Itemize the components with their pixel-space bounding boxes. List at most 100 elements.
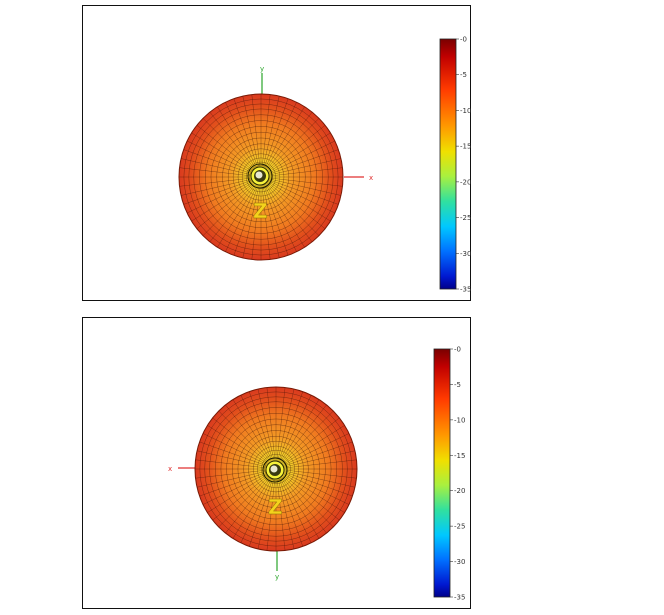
mesh-spoke [225, 102, 258, 170]
mesh-spoke [262, 96, 280, 169]
mesh-spoke [267, 132, 331, 173]
mesh-spoke [262, 185, 280, 258]
mesh-spoke [268, 158, 341, 176]
mesh-spoke [196, 450, 269, 468]
colorbar-tick-label: -15 [460, 143, 471, 151]
mesh-spoke [225, 184, 258, 252]
colorbar-tick-label: -30 [454, 558, 465, 566]
mesh-spoke [283, 471, 353, 497]
colorbar-tick-label: -0 [454, 346, 461, 354]
colorbar-tick-label: -5 [460, 71, 467, 79]
mesh-spoke [251, 185, 261, 260]
mesh-spoke [218, 410, 271, 464]
mesh-spoke [284, 469, 357, 479]
colorbar-tick-label: -25 [454, 523, 465, 531]
mesh-spoke [283, 450, 356, 468]
mesh-spoke [207, 425, 270, 465]
mesh-spoke [257, 389, 275, 462]
mesh-spoke [281, 474, 334, 528]
mesh-spoke [251, 94, 261, 169]
z-axis-label: Z [268, 495, 283, 519]
colorbar-tick-label: -30 [460, 250, 471, 258]
mesh-spoke [277, 476, 295, 549]
mesh-spoke [199, 441, 269, 467]
mesh-spoke [280, 475, 320, 539]
mesh-spoke [268, 140, 335, 174]
colorbar-tick-label: -35 [454, 594, 465, 602]
mesh-spoke [217, 183, 257, 248]
mesh-spoke [187, 180, 254, 214]
colorbar-tick-label: -10 [460, 107, 471, 115]
colorbar-tick-label: -20 [454, 487, 465, 495]
colorbar: -0 -5 -10 -15 -20 -25 -30 -35 [433, 346, 465, 602]
pattern-plot-bottom: x y Z -0 -5 -10 -15 -20 -25 -30 -35 [168, 346, 465, 602]
mesh-spoke [279, 395, 312, 462]
mesh-spoke [280, 399, 320, 463]
colorbar-tick-label: -35 [460, 286, 471, 294]
mesh-spoke [266, 387, 276, 461]
mesh-spoke [267, 181, 331, 222]
colorbar-tick-label: -5 [454, 381, 461, 389]
mesh-spoke [179, 177, 253, 187]
mesh-spoke [209, 111, 257, 171]
mesh-spoke [283, 472, 350, 505]
mesh-spoke [218, 474, 271, 528]
mesh-spoke [196, 470, 269, 488]
mesh-spoke [266, 118, 320, 172]
mesh-spoke [268, 178, 341, 196]
mesh-spoke [183, 149, 254, 175]
mesh-spoke [240, 476, 273, 543]
colorbar-gradient [439, 38, 457, 290]
mesh-spoke [263, 98, 289, 170]
y-axis-label: y [275, 573, 279, 581]
mesh-spoke [196, 181, 255, 229]
mesh-spoke [283, 470, 356, 488]
mesh-spoke [283, 433, 350, 466]
mesh-spoke [276, 477, 286, 551]
mesh-spoke [265, 183, 305, 248]
mesh-spoke [181, 158, 254, 176]
mesh-spoke [202, 182, 256, 236]
mesh-spoke [265, 106, 305, 171]
mesh-spoke [280, 404, 327, 463]
mesh-spoke [276, 387, 286, 461]
mesh-spoke [269, 167, 343, 177]
mesh-spoke [202, 433, 269, 466]
mesh-spoke [232, 475, 272, 539]
mesh-spoke [268, 179, 339, 205]
mesh-spoke [181, 178, 254, 196]
feed-point [262, 457, 288, 483]
mesh-spoke [263, 184, 289, 256]
mesh-spoke [283, 441, 353, 467]
mesh-spoke [261, 94, 271, 169]
mesh-spoke [265, 183, 313, 243]
mesh-spoke [195, 469, 268, 479]
mesh-spoke [266, 477, 276, 551]
colorbar-tick-label: -10 [454, 416, 465, 424]
mesh-spoke [267, 181, 326, 229]
mesh-spoke [195, 459, 268, 469]
mesh-spoke [282, 417, 340, 465]
mesh-grid [179, 94, 343, 260]
colorbar-tick-label: -15 [454, 452, 465, 460]
mesh-spoke [249, 476, 274, 547]
mesh-spoke [261, 185, 271, 260]
mesh-spoke [209, 183, 257, 243]
mesh-spoke [282, 473, 340, 521]
colorbar: -0 -5 -10 -15 -20 -25 -30 -35 [439, 36, 471, 294]
mesh-spoke [267, 125, 326, 173]
mesh-spoke [233, 184, 259, 256]
mesh-spoke [278, 391, 303, 462]
mesh-spoke [233, 98, 259, 170]
radiation-sphere [194, 386, 358, 552]
mesh-spoke [191, 132, 255, 173]
mesh-spoke [212, 417, 270, 465]
pattern-plot-top: y x Z -0 -5 -10 -15 -20 -25 -30 -35 [178, 36, 471, 294]
mesh-spoke [196, 125, 255, 173]
mesh-spoke [212, 473, 270, 521]
mesh-spoke [240, 395, 273, 462]
mesh-spoke [199, 471, 269, 497]
mesh-spoke [179, 167, 253, 177]
mesh-spoke [217, 106, 257, 171]
y-axis-label: y [260, 65, 264, 73]
